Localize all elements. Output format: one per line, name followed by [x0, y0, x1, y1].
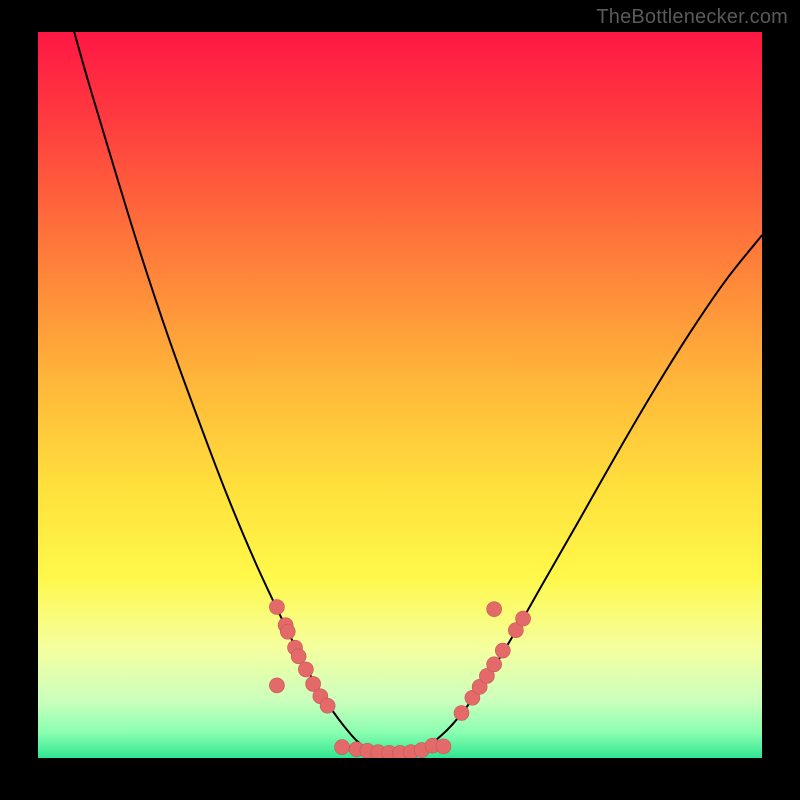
scatter-point [487, 657, 502, 672]
scatter-point [320, 698, 335, 713]
scatter-point [269, 678, 284, 693]
chart-frame: TheBottlenecker.com [0, 0, 800, 800]
scatter-point [269, 599, 284, 614]
watermark-text: TheBottlenecker.com [596, 6, 788, 29]
scatter-point [516, 611, 531, 626]
plot-area [38, 32, 762, 758]
scatter-point [436, 739, 451, 754]
scatter-point [335, 740, 350, 755]
scatter-point [454, 705, 469, 720]
scatter-point [495, 643, 510, 658]
scatter-point [487, 602, 502, 617]
scatter-point [291, 649, 306, 664]
plot-svg [38, 32, 762, 758]
gradient-background [38, 32, 762, 758]
scatter-point [280, 624, 295, 639]
scatter-point [298, 662, 313, 677]
